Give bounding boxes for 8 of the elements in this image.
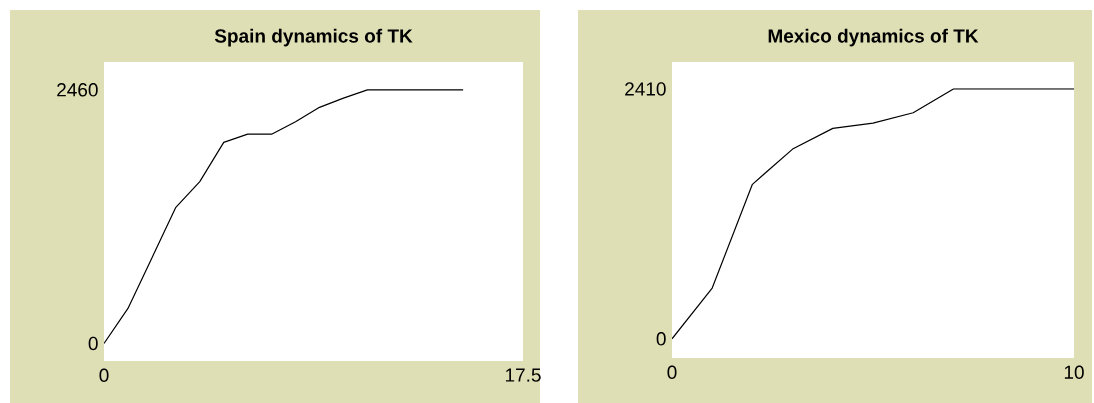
x-tick-label: 10	[1064, 365, 1084, 379]
y-tick-label: 2460	[57, 83, 98, 97]
chart-title: Spain dynamics of TK	[214, 28, 413, 47]
x-tick-label: 0	[99, 368, 109, 382]
x-tick-label: 0	[667, 365, 677, 379]
x-tick-label: 17.5	[505, 368, 541, 382]
chart-title: Mexico dynamics of TK	[768, 28, 979, 47]
y-tick-label: 2410	[625, 82, 666, 96]
